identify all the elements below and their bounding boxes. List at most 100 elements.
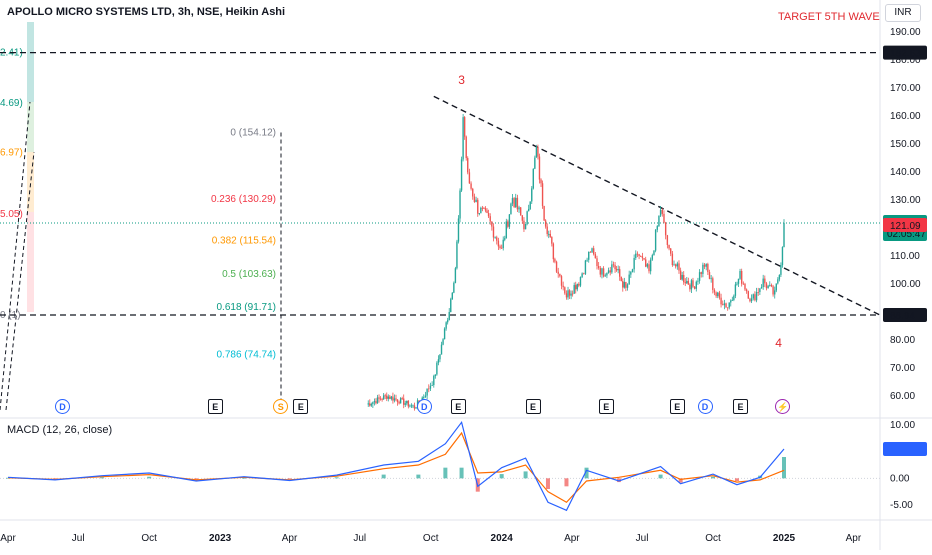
- candle-body: [429, 385, 432, 389]
- price-tick-label: 130.00: [890, 195, 921, 206]
- candle-body: [591, 248, 593, 253]
- event-marker[interactable]: E: [598, 399, 614, 414]
- candle-body: [489, 216, 491, 222]
- target-annotation: TARGET 5TH WAVE: [778, 11, 880, 23]
- candle-body: [671, 253, 674, 266]
- candle-body: [592, 248, 595, 255]
- candle-body: [423, 397, 425, 398]
- candle-body: [494, 237, 496, 239]
- candle-body: [749, 298, 751, 302]
- event-marker[interactable]: E: [733, 399, 749, 414]
- left-fib-label: 4.69): [0, 98, 23, 109]
- candle-body: [567, 290, 569, 298]
- candle-body: [445, 322, 447, 329]
- candle-body: [703, 264, 706, 267]
- wave-label: 3: [458, 73, 465, 87]
- histogram-bar: [499, 474, 504, 479]
- histogram-bar: [147, 476, 152, 479]
- time-tick-label: Jul: [353, 533, 366, 544]
- price-tag-label: 182.63: [890, 49, 921, 60]
- candle-body: [752, 294, 754, 299]
- candle-body: [609, 270, 611, 273]
- price-tag-label: 121.09: [890, 221, 921, 232]
- histogram-bar: [658, 474, 663, 479]
- candle-body: [695, 281, 697, 289]
- candle-body: [497, 240, 500, 247]
- candle-body: [463, 117, 466, 137]
- candle-body: [726, 307, 729, 309]
- candle-body: [499, 246, 501, 248]
- event-marker[interactable]: D: [416, 399, 432, 414]
- histogram-bar: [459, 467, 464, 479]
- event-marker[interactable]: S: [273, 399, 289, 414]
- candle-body: [668, 244, 670, 249]
- event-marker[interactable]: E: [207, 399, 223, 414]
- candle-body: [692, 280, 694, 287]
- candle-body: [549, 233, 551, 237]
- candle-body: [607, 270, 610, 273]
- candle-body: [760, 287, 763, 289]
- candle-body: [659, 209, 662, 216]
- candle-body: [770, 284, 773, 287]
- candle-body: [578, 284, 580, 286]
- candle-body: [565, 293, 568, 298]
- candle-body: [513, 198, 515, 208]
- event-marker[interactable]: E: [669, 399, 685, 414]
- candle-body: [372, 402, 374, 405]
- candle-body: [686, 280, 688, 284]
- candle-body: [560, 276, 563, 286]
- event-marker[interactable]: ⚡: [775, 399, 791, 414]
- candle-body: [697, 280, 699, 282]
- macd-line: [7, 420, 785, 512]
- candle-body: [376, 397, 379, 404]
- candle-body: [597, 265, 600, 269]
- event-marker[interactable]: E: [293, 399, 309, 414]
- time-tick-label: Oct: [705, 533, 721, 544]
- candle-body: [648, 264, 650, 272]
- event-marker[interactable]: D: [697, 399, 713, 414]
- candle-body: [386, 395, 388, 399]
- price-tick-label: 180.00: [890, 55, 921, 66]
- candle-body: [548, 233, 550, 235]
- candle-body: [581, 273, 583, 278]
- candle-body: [401, 398, 403, 399]
- candle-body: [477, 199, 479, 214]
- candle-body: [734, 284, 737, 296]
- price-tick-label: 100.00: [890, 279, 921, 290]
- event-marker[interactable]: E: [450, 399, 466, 414]
- histogram-bar: [584, 467, 589, 479]
- candle-body: [777, 279, 779, 284]
- candle-body: [519, 207, 522, 216]
- fib-level-label: 0 (154.12): [230, 127, 276, 138]
- fib-level-label: 0.618 (91.71): [217, 302, 277, 313]
- candle-body: [712, 278, 714, 290]
- candle-body: [614, 265, 616, 270]
- fib-band-red: [27, 212, 34, 312]
- candle-body: [707, 263, 709, 273]
- candle-body: [462, 117, 464, 160]
- candle-body: [557, 271, 559, 274]
- currency-button[interactable]: INR: [885, 4, 921, 22]
- event-marker[interactable]: D: [54, 399, 70, 414]
- candle-body: [599, 268, 602, 275]
- histogram-bar: [782, 457, 786, 479]
- time-tick-label: 2024: [491, 533, 514, 544]
- candle-body: [521, 215, 524, 221]
- candle-body: [529, 201, 531, 209]
- time-tick-label: Oct: [141, 533, 157, 544]
- event-marker[interactable]: E: [525, 399, 541, 414]
- candle-body: [678, 263, 680, 271]
- candle-body: [631, 269, 634, 272]
- candle-body: [720, 297, 722, 305]
- candle-body: [442, 339, 444, 345]
- candle-body: [396, 399, 399, 403]
- candle-body: [715, 292, 717, 297]
- candle-body: [475, 199, 477, 202]
- candle-body: [448, 312, 450, 321]
- time-tick-label: Apr: [564, 533, 580, 544]
- candle-body: [656, 226, 658, 230]
- candle-body: [390, 396, 393, 399]
- candle-body: [439, 354, 441, 360]
